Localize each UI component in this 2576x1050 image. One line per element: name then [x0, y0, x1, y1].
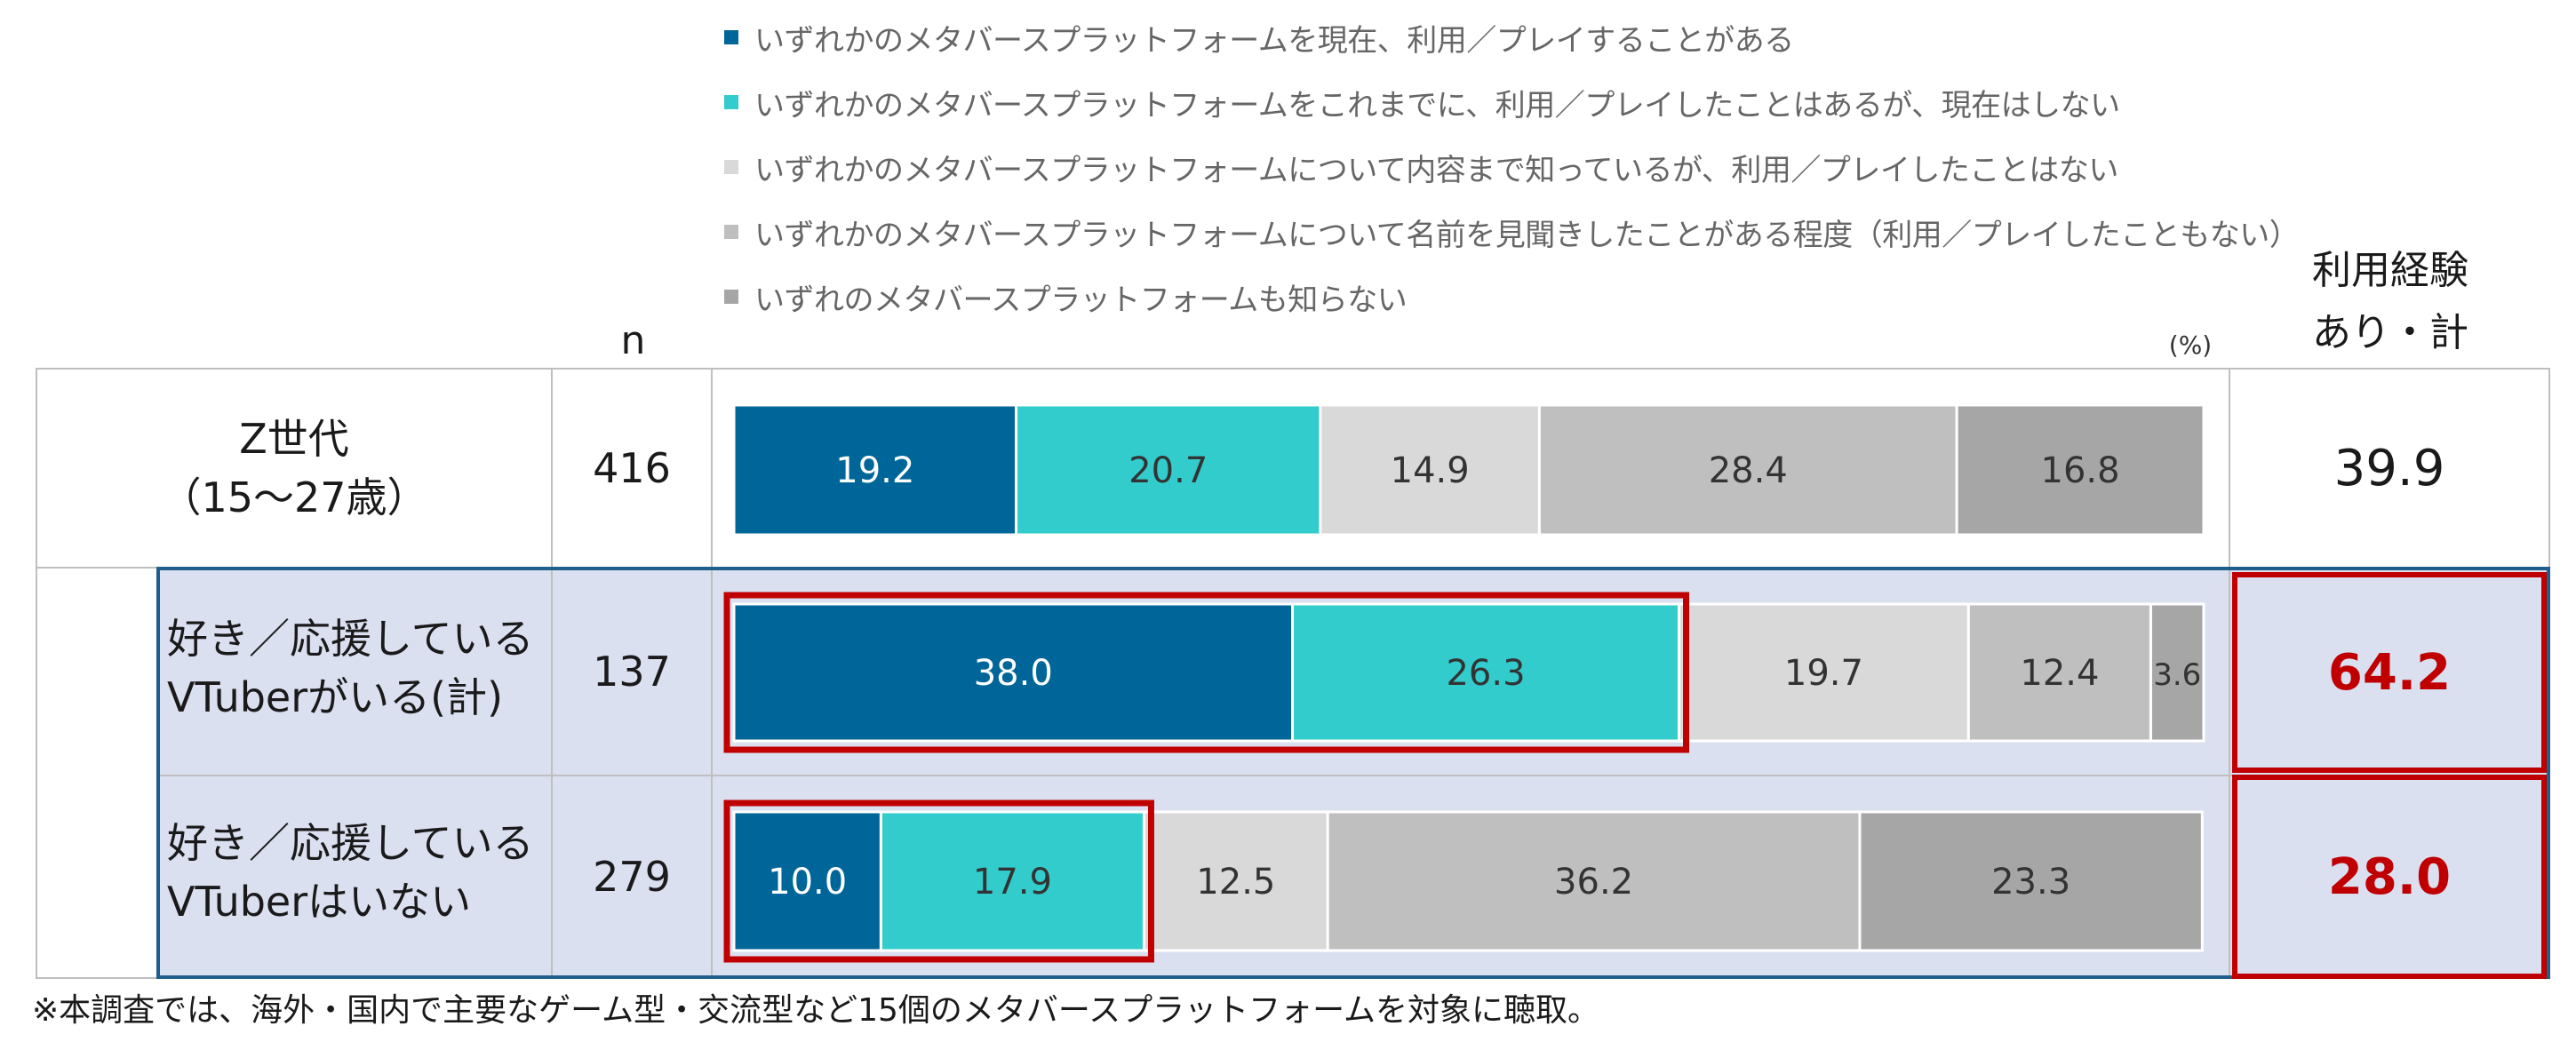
- row-label-line: Z世代: [239, 415, 349, 463]
- n-value: 416: [593, 444, 671, 492]
- total-value: 39.9: [2333, 439, 2445, 497]
- table-top-border: [36, 368, 2550, 370]
- legend-swatch: [724, 30, 738, 44]
- bar-segment: [1966, 602, 2152, 743]
- total-header-line: あり・計: [2312, 310, 2468, 355]
- bar-segment: [1678, 602, 1970, 743]
- bar-value-label: 20.7: [1128, 450, 1208, 491]
- bar-segment: [1015, 403, 1322, 537]
- legend-label: いずれかのメタバースプラットフォームについて名前を見聞きしたことがある程度（利用…: [754, 217, 2300, 253]
- bar-value-label: 23.3: [1991, 862, 2070, 903]
- bar-segment: [879, 810, 1145, 952]
- n-value: 279: [593, 853, 671, 901]
- legend-item: いずれかのメタバースプラットフォームをこれまでに、利用／プレイしたことはあるが、…: [724, 83, 2120, 123]
- bar-value-label: 19.7: [1784, 653, 1863, 694]
- total-column-header: 利用経験 あり・計: [2230, 240, 2550, 364]
- emphasis-frame: [723, 592, 1690, 753]
- bar-value-label: 10.0: [768, 862, 847, 903]
- legend-item: いずれかのメタバースプラットフォームを現在、利用／プレイすることがある: [724, 18, 1794, 59]
- legend-swatch: [724, 290, 738, 304]
- bar-segment: [2149, 602, 2205, 743]
- total-value-emphasized: 64.2: [2232, 572, 2547, 773]
- bar-value-label: 16.8: [2041, 450, 2120, 491]
- row-label-vtuber-fans: 好き／応援している VTuberがいる(計): [167, 609, 549, 734]
- legend-swatch: [724, 225, 738, 239]
- bar-segment: [1858, 810, 2204, 952]
- bar-value-label: 3.6: [2153, 657, 2201, 693]
- legend-label: いずれかのメタバースプラットフォームを現在、利用／プレイすることがある: [754, 22, 1794, 59]
- bar-segment: [1955, 403, 2205, 537]
- bar-segment: [732, 810, 882, 952]
- unit-label: (%): [2168, 330, 2213, 360]
- legend-item: いずれかのメタバースプラットフォームについて名前を見聞きしたことがある程度（利用…: [724, 212, 2300, 253]
- bar-segment: [1537, 403, 1958, 537]
- total-header-line: 利用経験: [2312, 248, 2468, 293]
- bar-segment: [732, 403, 1018, 537]
- bar-value-label: 36.2: [1554, 862, 1633, 903]
- footnote: ※本調査では、海外・国内で主要なゲーム型・交流型など15個のメタバースプラットフ…: [32, 992, 1600, 1029]
- bar-segment: [1291, 602, 1681, 743]
- bar-value-label: 26.3: [1446, 653, 1525, 694]
- n-value: 137: [593, 648, 671, 696]
- bar-value-label: 12.4: [2020, 653, 2099, 694]
- table-left-border: [36, 368, 37, 979]
- bar-value-label: 17.9: [973, 862, 1052, 903]
- legend-item: いずれかのメタバースプラットフォームについて内容まで知っているが、利用／プレイし…: [724, 147, 2118, 188]
- total-value-emphasized: 28.0: [2232, 775, 2547, 979]
- legend-swatch: [724, 95, 738, 109]
- column-divider: [551, 368, 553, 979]
- bar-segment: [1319, 403, 1541, 537]
- row-label-non-fans: 好き／応援している VTuberはいない: [167, 814, 549, 938]
- row-label-line: 好き／応援している: [167, 819, 534, 867]
- row-label-line: VTuberがいる(計): [167, 673, 504, 721]
- legend-label: いずれかのメタバースプラットフォームをこれまでに、利用／プレイしたことはあるが、…: [754, 87, 2120, 123]
- bar-value-label: 12.5: [1196, 862, 1275, 903]
- row-divider: [158, 775, 2550, 776]
- bar-segment: [1142, 810, 1329, 952]
- legend-item: いずれのメタバースプラットフォームも知らない: [724, 277, 1408, 318]
- bar-segment: [1326, 810, 1862, 952]
- emphasis-frame: [723, 799, 1154, 963]
- n-column-header: n: [620, 317, 646, 363]
- bar-value-label: 19.2: [835, 450, 914, 491]
- bar-value-label: 28.4: [1709, 450, 1788, 491]
- column-divider: [2229, 368, 2230, 979]
- legend-swatch: [724, 160, 738, 174]
- row-label-line: （15～27歳）: [160, 473, 428, 521]
- bar-value-label: 14.9: [1391, 450, 1470, 491]
- row-label-line: VTuberはいない: [167, 878, 472, 926]
- highlight-frame: [156, 567, 2550, 979]
- bar-value-label: 38.0: [974, 653, 1053, 694]
- row-label-line: 好き／応援している: [167, 615, 534, 663]
- legend-label: いずれかのメタバースプラットフォームについて内容まで知っているが、利用／プレイし…: [754, 152, 2118, 188]
- column-divider: [711, 368, 713, 979]
- row-label-gen-z: Z世代 （15～27歳）: [37, 370, 551, 567]
- legend-label: いずれのメタバースプラットフォームも知らない: [754, 282, 1408, 318]
